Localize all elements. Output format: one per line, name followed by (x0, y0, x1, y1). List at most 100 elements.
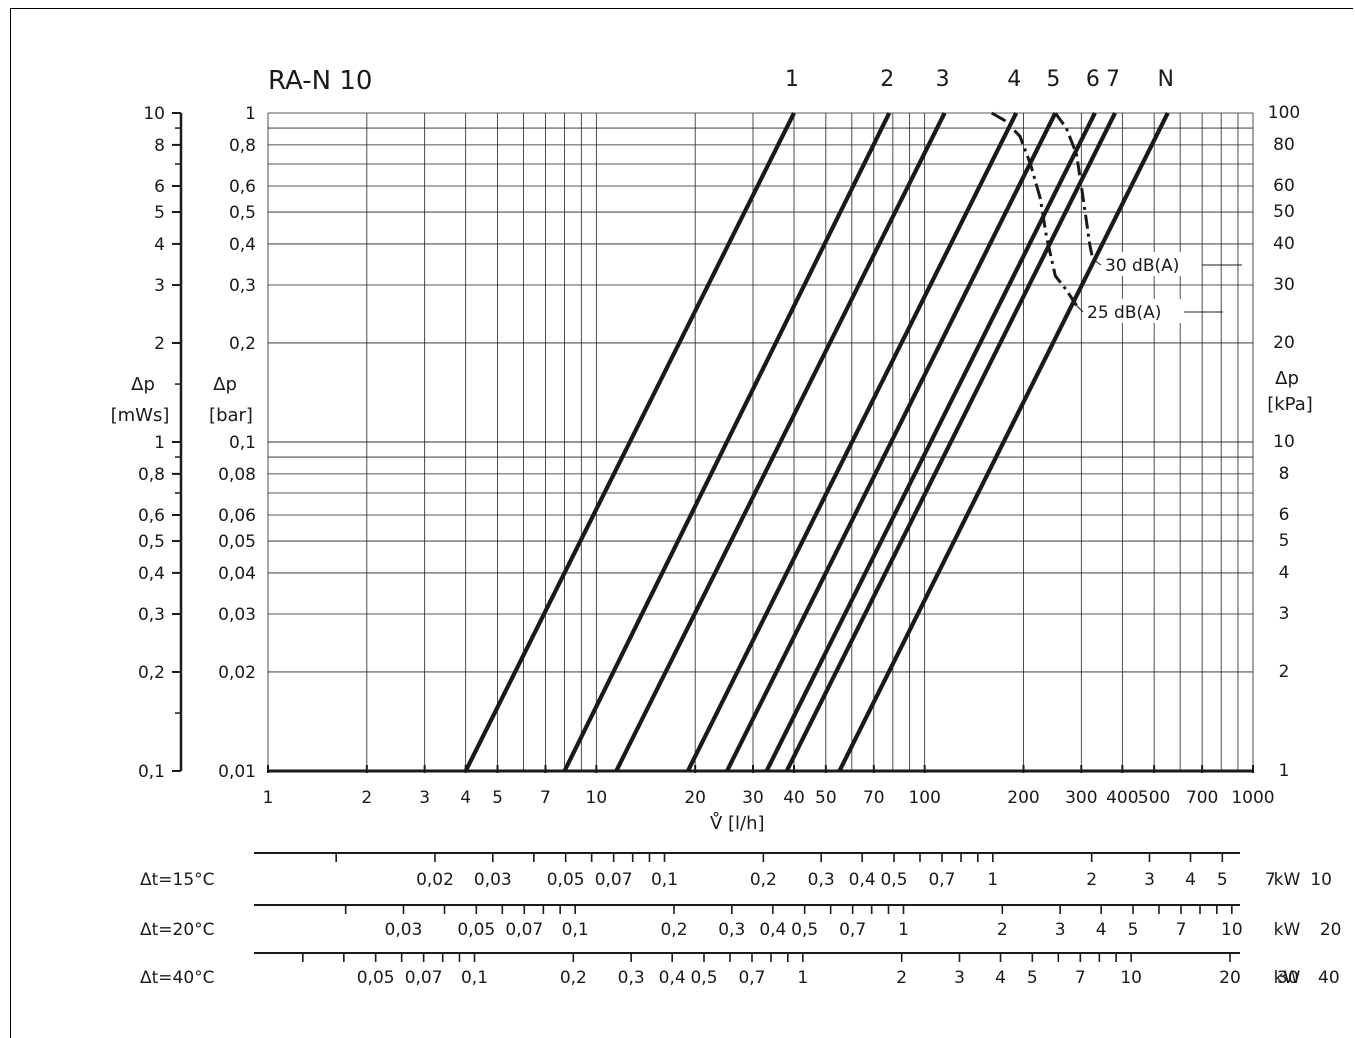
x-tick-label: 70 (863, 788, 885, 808)
power-scale-tick-label: 4 (1185, 870, 1196, 890)
series-line-2 (562, 112, 892, 772)
series-line-3 (614, 112, 947, 772)
noise-label: 30 dB(A) (1105, 256, 1179, 276)
power-scale-tick-label: 3 (954, 968, 965, 988)
noise-label-leader (1092, 258, 1102, 266)
x-tick-label: 100 (908, 788, 940, 808)
power-scale-tick-label: 2 (896, 968, 907, 988)
power-scale-tick-label: 7 (1265, 870, 1276, 890)
kpa-tick-label: 80 (1273, 135, 1295, 155)
power-scale-tick-label: 3 (1144, 870, 1155, 890)
x-tick-label: 7 (540, 788, 551, 808)
power-scale-tick-label: 0,3 (808, 870, 835, 890)
power-scale-tick-label: 5 (1128, 920, 1139, 940)
power-scale-tick-label: 10 (1221, 920, 1243, 940)
series-label-2: 2 (880, 67, 894, 92)
power-scale-tick-label: 7 (1075, 968, 1086, 988)
mws-tick-label: 10 (143, 104, 165, 124)
x-tick-label: 30 (742, 788, 764, 808)
power-scale-tick-label: 40 (1318, 968, 1340, 988)
x-tick-label: 700 (1186, 788, 1218, 808)
power-scale-unit: kW (1274, 920, 1301, 940)
series-label-6: 6 (1086, 67, 1100, 92)
power-scale-tick-label: 0,2 (750, 870, 777, 890)
power-scale-tick-label: 10 (1120, 968, 1142, 988)
power-scale-tick-label: 5 (1217, 870, 1228, 890)
series-line-N (837, 112, 1170, 772)
power-scale-tick-label: 0,2 (560, 968, 587, 988)
x-tick-label: 50 (815, 788, 837, 808)
series-label-1: 1 (785, 67, 799, 92)
series-line-5 (725, 112, 1058, 772)
kpa-tick-label: 60 (1273, 176, 1295, 196)
mws-tick-label: 0,3 (138, 605, 165, 625)
power-scale-tick-label: 0,7 (928, 870, 955, 890)
power-scale-tick-label: 4 (995, 968, 1006, 988)
power-scale-tick-label: 5 (1027, 968, 1038, 988)
bar-tick-label: 0,04 (218, 564, 256, 584)
power-scale-tick-label: 10 (1310, 870, 1332, 890)
bar-axis-label-unit: [bar] (209, 405, 253, 426)
kpa-tick-label: 6 (1279, 505, 1290, 525)
x-tick-label: 1 (263, 788, 274, 808)
kpa-tick-label: 40 (1273, 234, 1295, 254)
x-tick-label: 500 (1138, 788, 1170, 808)
kpa-tick-label: 5 (1279, 531, 1290, 551)
series-line-6 (764, 112, 1097, 772)
power-scale-label: Δt=40°C (140, 968, 215, 988)
power-scale-tick-label: 1 (797, 968, 808, 988)
mws-tick-label: 2 (154, 334, 165, 354)
kpa-tick-label: 10 (1273, 432, 1295, 452)
noise-curve (990, 111, 1078, 307)
noise-label-leader (1076, 305, 1084, 313)
kpa-tick-label: 30 (1273, 275, 1295, 295)
power-scale-tick-label: 0,05 (547, 870, 585, 890)
mws-tick-label: 8 (154, 136, 165, 156)
kpa-tick-label: 1 (1279, 761, 1290, 781)
x-tick-label: 4 (460, 788, 471, 808)
power-scale-tick-label: 2 (1086, 870, 1097, 890)
power-scale-tick-label: 0,03 (385, 920, 423, 940)
power-scale-tick-label: 0,3 (618, 968, 645, 988)
bar-tick-label: 0,06 (218, 506, 256, 526)
mws-tick-label: 0,1 (138, 762, 165, 782)
kpa-axis-label-unit: [kPa] (1267, 394, 1313, 415)
x-tick-label: 10 (586, 788, 608, 808)
noise-label-bg (1085, 299, 1183, 323)
bar-tick-label: 0,02 (218, 663, 256, 683)
power-scale-tick-label: 0,5 (791, 920, 818, 940)
mws-tick-label: 0,4 (138, 564, 165, 584)
kpa-tick-label: 3 (1279, 604, 1290, 624)
power-scale-label: Δt=20°C (140, 920, 215, 940)
x-tick-label: 400 (1106, 788, 1138, 808)
power-scale-unit: kW (1274, 870, 1301, 890)
kpa-tick-label: 100 (1268, 103, 1300, 123)
power-scale-tick-label: 0,05 (357, 968, 395, 988)
power-scale-tick-label: 3 (1055, 920, 1066, 940)
power-scale-tick-label: 0,4 (849, 870, 876, 890)
power-scale-tick-label: 0,03 (474, 870, 512, 890)
power-scale-tick-label: 4 (1096, 920, 1107, 940)
bar-tick-label: 0,03 (218, 605, 256, 625)
kpa-tick-label: 20 (1273, 333, 1295, 353)
chart-frame (10, 8, 1353, 1038)
kpa-tick-label: 50 (1273, 202, 1295, 222)
power-scale-tick-label: 0,7 (738, 968, 765, 988)
power-scale-tick-label: 0,1 (651, 870, 678, 890)
bar-tick-label: 0,3 (229, 276, 256, 296)
power-scale-unit: kW (1274, 968, 1301, 988)
power-scale-tick-label: 0,2 (660, 920, 687, 940)
mws-axis-label-unit: [mWs] (111, 405, 170, 426)
series-label-5: 5 (1046, 67, 1060, 92)
power-scale-tick-label: 1 (987, 870, 998, 890)
bar-tick-label: 0,8 (229, 136, 256, 156)
bar-tick-label: 1 (245, 104, 256, 124)
power-scale-tick-label: 0,07 (505, 920, 543, 940)
power-scale-tick-label: 0,05 (457, 920, 495, 940)
power-scale-tick-label: 20 (1320, 920, 1342, 940)
power-scale-tick-label: 20 (1219, 968, 1241, 988)
series-label-7: 7 (1106, 67, 1120, 92)
x-tick-label: 3 (419, 788, 430, 808)
x-tick-label: 300 (1065, 788, 1097, 808)
noise-label-bg (1103, 252, 1201, 276)
